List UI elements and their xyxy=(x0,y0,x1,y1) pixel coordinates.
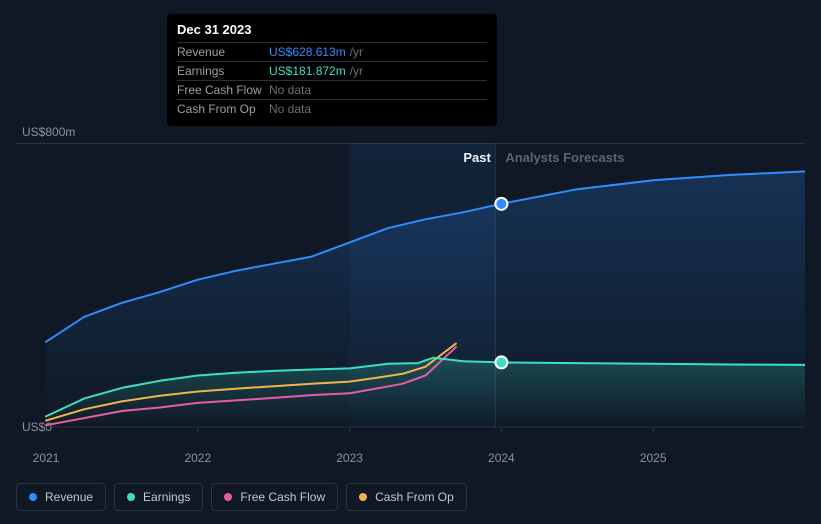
legend-item-fcf[interactable]: Free Cash Flow xyxy=(211,483,338,511)
legend-dot-icon xyxy=(224,493,232,501)
legend-label: Earnings xyxy=(143,490,190,504)
tooltip-value: No data xyxy=(269,83,311,97)
chart-svg xyxy=(16,143,805,445)
x-tick-2022: 2022 xyxy=(184,451,211,465)
tooltip-label: Revenue xyxy=(177,45,269,59)
tooltip-title: Dec 31 2023 xyxy=(177,22,487,37)
tooltip-row-cfo: Cash From Op No data xyxy=(177,99,487,118)
legend-label: Free Cash Flow xyxy=(240,490,325,504)
x-tick-2024: 2024 xyxy=(488,451,515,465)
tooltip-label: Earnings xyxy=(177,64,269,78)
tooltip-value: US$628.613m xyxy=(269,45,346,59)
legend-item-earnings[interactable]: Earnings xyxy=(114,483,203,511)
legend: Revenue Earnings Free Cash Flow Cash Fro… xyxy=(16,483,467,511)
tooltip-label: Free Cash Flow xyxy=(177,83,269,97)
tooltip-row-revenue: Revenue US$628.613m /yr xyxy=(177,42,487,61)
legend-label: Cash From Op xyxy=(375,490,454,504)
tooltip-row-fcf: Free Cash Flow No data xyxy=(177,80,487,99)
legend-item-cfo[interactable]: Cash From Op xyxy=(346,483,467,511)
tooltip-row-earnings: Earnings US$181.872m /yr xyxy=(177,61,487,80)
tooltip-unit: /yr xyxy=(350,64,363,78)
y-tick-max: US$800m xyxy=(22,125,75,139)
legend-dot-icon xyxy=(127,493,135,501)
x-tick-2025: 2025 xyxy=(640,451,667,465)
x-tick-2021: 2021 xyxy=(33,451,60,465)
legend-dot-icon xyxy=(29,493,37,501)
tooltip-value: US$181.872m xyxy=(269,64,346,78)
legend-item-revenue[interactable]: Revenue xyxy=(16,483,106,511)
tooltip-value: No data xyxy=(269,102,311,116)
legend-dot-icon xyxy=(359,493,367,501)
chart-plot-area[interactable] xyxy=(16,143,805,445)
hover-tooltip: Dec 31 2023 Revenue US$628.613m /yr Earn… xyxy=(167,14,497,126)
legend-label: Revenue xyxy=(45,490,93,504)
x-tick-2023: 2023 xyxy=(336,451,363,465)
x-axis: 2021 2022 2023 2024 2025 xyxy=(16,451,805,471)
tooltip-label: Cash From Op xyxy=(177,102,269,116)
tooltip-unit: /yr xyxy=(350,45,363,59)
